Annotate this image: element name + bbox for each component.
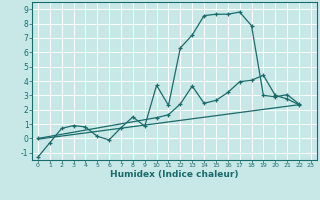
X-axis label: Humidex (Indice chaleur): Humidex (Indice chaleur) xyxy=(110,170,239,179)
